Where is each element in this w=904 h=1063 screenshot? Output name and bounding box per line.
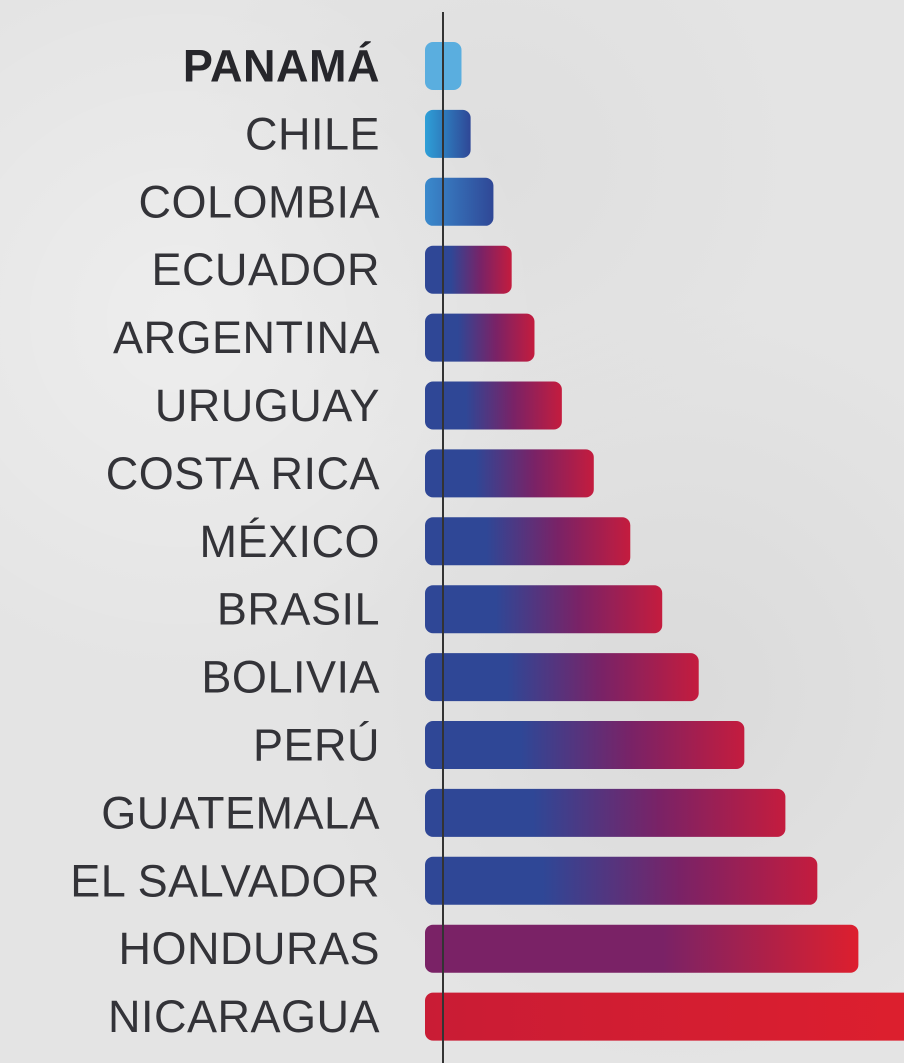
category-label-bolivia: BOLIVIA [201, 652, 380, 703]
category-label-costa-rica: COSTA RICA [106, 448, 380, 499]
category-label-panama: PANAMÁ [183, 41, 380, 92]
bar-guatemala [425, 788, 786, 837]
category-label-peru: PERÚ [253, 720, 380, 771]
category-label-brasil: BRASIL [217, 584, 380, 635]
bar-bolivia [425, 653, 699, 702]
labels-layer: PANAMÁ CHILE COLOMBIA ECUADOR ARGENTINA URUGU… [70, 41, 380, 1043]
category-label-colombia: COLOMBIA [138, 176, 380, 227]
bar-chile [425, 109, 471, 158]
bar-mexico [425, 517, 631, 566]
category-label-chile: CHILE [245, 108, 380, 159]
bar-uruguay [425, 381, 562, 430]
category-label-mexico: MÉXICO [199, 516, 380, 567]
bars-layer [425, 42, 904, 1041]
bar-brasil [425, 585, 663, 634]
category-label-argentina: ARGENTINA [113, 312, 380, 363]
bar-costa-rica [425, 449, 594, 498]
category-label-nicaragua: NICARAGUA [108, 991, 380, 1042]
bar-ecuador [425, 245, 512, 294]
bar-colombia [425, 177, 494, 226]
category-label-ecuador: ECUADOR [151, 244, 380, 295]
bar-argentina [425, 313, 535, 362]
bar-el-salvador [425, 856, 818, 905]
bar-nicaragua [425, 992, 904, 1041]
category-label-el-salvador: EL SALVADOR [70, 855, 380, 906]
category-label-uruguay: URUGUAY [155, 380, 380, 431]
bar-honduras [425, 924, 859, 973]
category-label-guatemala: GUATEMALA [101, 787, 380, 838]
category-label-honduras: HONDURAS [118, 923, 380, 974]
bar-peru [425, 721, 745, 769]
